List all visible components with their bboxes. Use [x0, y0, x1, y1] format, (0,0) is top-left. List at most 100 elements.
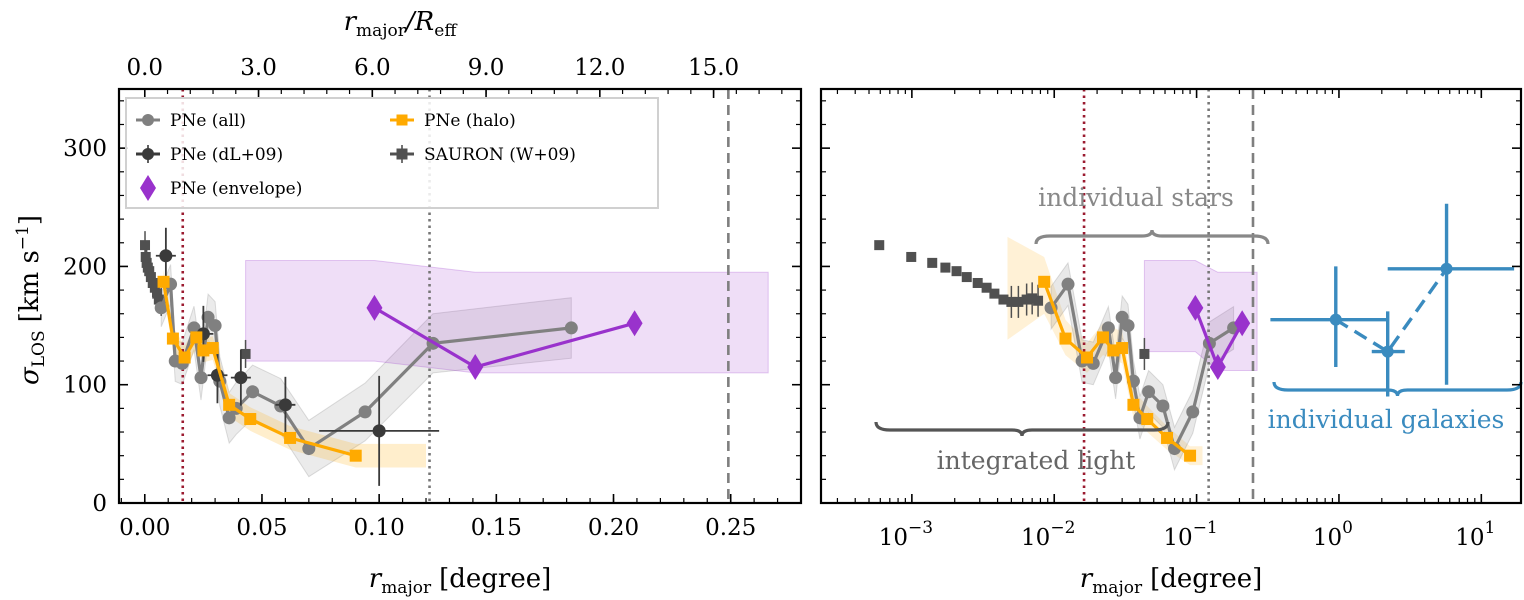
pne-all-point-r [1156, 399, 1170, 413]
annotation-integrated: integrated light [937, 446, 1136, 475]
pne-halo-point [157, 275, 170, 288]
top-xtick-label: 3.0 [240, 55, 277, 81]
left-frame [117, 87, 803, 505]
legend-marker [140, 175, 156, 201]
ylabel-sup: −1 [13, 225, 33, 250]
galaxy-point [1329, 313, 1342, 326]
sauron-point [140, 251, 151, 262]
xlabel-sub: major [381, 578, 432, 598]
top-xtick-label: 12.0 [574, 55, 625, 81]
brace-galaxies [1272, 381, 1523, 397]
pne-halo-point [284, 431, 297, 444]
top-xlabel: rmajor/Reff [344, 7, 459, 41]
right-xtick-label: 10−3 [879, 518, 933, 551]
pne-halo-point-r [1116, 342, 1129, 355]
sauron-point [144, 266, 155, 277]
xtick-base: 10 [1163, 525, 1192, 551]
brace-integrated [874, 421, 1170, 437]
right-xlabel: rmajor [degree] [1080, 564, 1263, 598]
dl09-point [372, 424, 386, 438]
pne-halo-point-r [1038, 275, 1051, 288]
xtick-base: 10 [1313, 525, 1342, 551]
xtick-base: 10 [1021, 525, 1050, 551]
legend-label: SAURON (W+09) [424, 145, 576, 165]
pne-all-point-r [1101, 321, 1115, 335]
xlabel-r-main: r [1080, 564, 1094, 594]
pne-halo-point [244, 413, 257, 426]
top-xlabel-slash: /R [403, 7, 434, 37]
pne-halo-point-r [1059, 332, 1072, 345]
galaxy-point [1381, 345, 1394, 358]
pne-all-point-r [1186, 405, 1200, 419]
legend-marker [142, 148, 154, 160]
left-xtick-label: 0.15 [471, 515, 522, 541]
left-xtick-label: 0.10 [354, 515, 405, 541]
pne-envelope-point [366, 294, 383, 321]
legend-label: PNe (dL+09) [170, 145, 283, 165]
top-xtick-label: 15.0 [688, 55, 739, 81]
xlabel-r-sub: major [1092, 578, 1143, 598]
pne-all-point [208, 319, 222, 333]
legend-label: PNe (halo) [424, 111, 516, 131]
legend-entry: PNe (envelope) [140, 175, 302, 201]
left-xtick-label: 0.20 [588, 515, 639, 541]
sauron-r-point [1006, 296, 1017, 307]
pne-halo-point [190, 331, 203, 344]
sauron-r-point [972, 277, 983, 288]
top-xlabel-main: r [344, 7, 358, 37]
sauron-point [240, 348, 251, 359]
pne-halo-point [223, 398, 236, 411]
left-ytick-label: 300 [63, 136, 107, 162]
pne-all-point-r [1061, 277, 1075, 291]
left-panel: 0.00 0.05 0.10 0.15 0.20 0.25 0.0 3.0 6.0 9.0 12.0… [13, 7, 803, 598]
legend-label: PNe (all) [170, 111, 246, 131]
xlabel-r-unit: [degree] [1150, 564, 1262, 594]
pne-all-point [564, 321, 578, 335]
pne-halo-point-r [1127, 398, 1140, 411]
ylabel-unit: [km s [15, 250, 45, 322]
pne-halo-point-r [1081, 351, 1094, 364]
pne-halo-point [166, 332, 179, 345]
top-xtick-label: 0.0 [126, 55, 163, 81]
sauron-r-point [927, 257, 938, 268]
sauron-r-point [906, 251, 917, 262]
right-frame [819, 87, 1523, 505]
xtick-exp: 0 [1342, 518, 1353, 538]
sauron-r-point [1027, 293, 1038, 304]
left-ytick-label: 100 [63, 373, 107, 399]
galaxy-point [1440, 262, 1453, 275]
sauron-point [149, 282, 160, 293]
right-xtick-label: 10−2 [1021, 518, 1075, 551]
xtick-exp: −2 [1050, 518, 1075, 538]
sauron-r-point [1013, 296, 1024, 307]
sauron-r-point [961, 272, 972, 283]
sauron-point [152, 288, 163, 299]
pne-halo-point-r [1184, 449, 1197, 462]
sauron-r-point [1021, 294, 1032, 305]
dl09-point [234, 371, 248, 385]
sauron-r-point [1033, 295, 1044, 306]
galaxies-line [1334, 267, 1448, 354]
pne-envelope-point [626, 310, 643, 337]
right-panel: individual stars integrated light individu… [819, 87, 1523, 598]
legend-entry: PNe (halo) [390, 111, 516, 131]
left-ylabel: σLOS [km s−1] [13, 215, 49, 385]
xtick-exp: −3 [908, 518, 933, 538]
pne-envelope-point-r [1187, 294, 1204, 321]
left-xlabel: rmajor [degree] [369, 564, 552, 598]
pne-all-point-r [1121, 319, 1135, 333]
legend: PNe (all) PNe (halo) PNe (dL+09) SAURON (W+… [125, 97, 659, 209]
ylabel-close: ] [15, 215, 45, 225]
pne-halo-point [197, 344, 210, 357]
legend-marker [142, 114, 154, 126]
pne-halo-point [178, 351, 191, 364]
legend-marker [396, 148, 408, 160]
halo-band-r [1007, 236, 1203, 466]
sauron-r-point [989, 288, 1000, 299]
pne-envelope-band [245, 260, 769, 374]
xtick-base: 10 [1455, 525, 1484, 551]
sauron-r-point [940, 262, 951, 273]
sauron-r-point [1139, 348, 1150, 359]
pne-all-point [358, 405, 372, 419]
